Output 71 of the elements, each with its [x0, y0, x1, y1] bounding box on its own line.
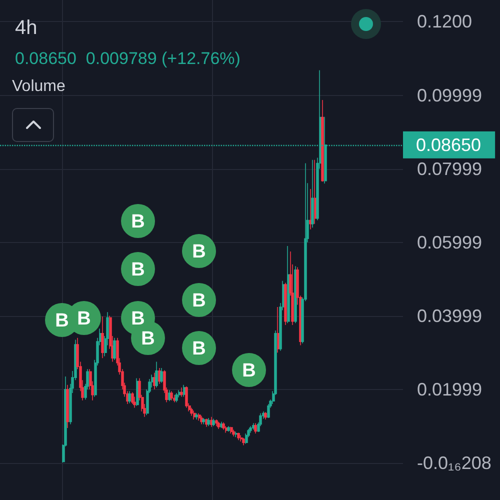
annotation: B [141, 328, 155, 350]
annotation: B [192, 290, 206, 312]
ref-line-label: 0.08650 [416, 134, 482, 155]
candlestick [153, 372, 156, 390]
candlestick [277, 306, 280, 353]
candlestick [309, 188, 312, 230]
candlestick [242, 437, 245, 446]
annotation: Volume [12, 78, 66, 95]
candlestick [284, 282, 287, 326]
annotation: B [192, 242, 206, 262]
candlestick [225, 426, 228, 434]
y-tick-label: 0.01999 [417, 379, 482, 400]
y-tick-label: 0.03999 [417, 306, 482, 326]
candlestick [212, 418, 215, 427]
candlestick [287, 246, 290, 324]
annotation: B [131, 308, 145, 330]
annotation: B [242, 360, 256, 382]
y-tick-label: 0.07999 [417, 158, 482, 179]
candlestick [237, 432, 240, 440]
candlestick [267, 404, 270, 418]
annotation: B [192, 338, 206, 360]
candlestick [207, 418, 210, 427]
annotation: B [131, 212, 145, 232]
annotation: B [77, 308, 91, 330]
candlestick [173, 394, 176, 403]
candlestick [321, 100, 324, 182]
candlestick [175, 392, 178, 403]
candlestick [230, 426, 233, 434]
candlestick [113, 337, 116, 360]
candlestick [235, 431, 238, 438]
candlestick [66, 384, 69, 428]
candlestick [222, 422, 225, 430]
candlestick [254, 422, 257, 434]
candlestick [227, 426, 230, 432]
candlestick [294, 266, 297, 324]
annotation: B [131, 260, 145, 280]
candlestick [264, 412, 267, 420]
candlestick [170, 390, 173, 401]
text: 0.08650 0.009789 (+12.76%) [15, 49, 240, 68]
candlestick [155, 361, 158, 388]
candlestick [160, 368, 163, 384]
candlestick [249, 426, 252, 434]
candlestick [210, 416, 213, 428]
candlestick [193, 410, 196, 420]
candlestick [314, 160, 317, 224]
candlestick [200, 415, 203, 425]
candlestick [185, 386, 188, 408]
y-tick-label: 0.05999 [417, 232, 482, 252]
candlestick [128, 390, 131, 404]
candlestick [133, 396, 136, 408]
candlestick [240, 434, 243, 442]
y-tick-label: -0.0₁₆208 [417, 452, 492, 473]
candlestick [168, 390, 171, 402]
candlestick [311, 160, 314, 228]
candlestick [217, 421, 220, 430]
text: 4h [15, 17, 38, 39]
y-tick-label: 0.09999 [417, 85, 482, 106]
candlestick [252, 422, 255, 430]
y-tick-label: 0.1200 [417, 12, 472, 32]
candlestick [180, 387, 183, 398]
annotation: B [55, 310, 69, 332]
candlestick [198, 412, 201, 421]
candlestick [178, 390, 181, 398]
candlestick [245, 433, 248, 444]
candlestick [202, 418, 205, 425]
candlestick [195, 412, 198, 420]
candlestick [232, 429, 235, 437]
candlestick [190, 407, 193, 416]
candlestick [131, 392, 134, 404]
candlestick [215, 419, 218, 427]
candlestick [101, 316, 104, 358]
